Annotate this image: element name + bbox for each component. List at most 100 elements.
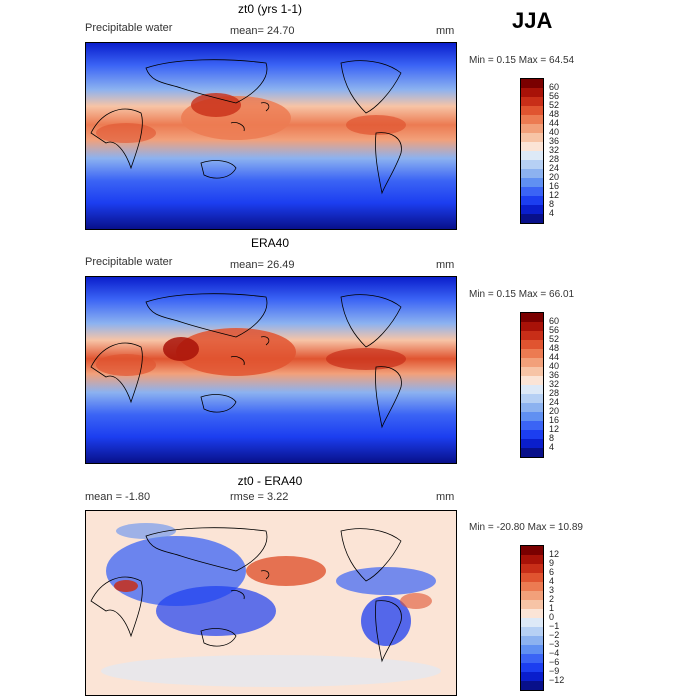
colorbar-swatch xyxy=(521,214,543,223)
colorbar-swatch xyxy=(521,555,543,564)
colorbar-tick: 8 xyxy=(549,199,555,209)
colorbar-swatch xyxy=(521,169,543,178)
colorbar-swatch xyxy=(521,672,543,681)
colorbar-swatch xyxy=(521,340,543,349)
colorbar-tick: 28 xyxy=(549,388,560,398)
colorbar-tick: 60 xyxy=(549,316,560,326)
panel-1-unit: mm xyxy=(436,25,455,37)
panel-2-variable-label: Precipitable water xyxy=(85,256,173,268)
panel-3-title: zt0 - ERA40 xyxy=(237,474,303,488)
panel-1-map xyxy=(85,42,457,230)
colorbar-swatch xyxy=(521,124,543,133)
panel-2-title: ERA40 xyxy=(250,236,290,250)
panel-1-colorbar xyxy=(520,78,544,224)
colorbar-tick: 36 xyxy=(549,370,560,380)
colorbar-swatch xyxy=(521,376,543,385)
panel-3-rmse: rmse = 3.22 xyxy=(230,491,289,503)
colorbar-swatch xyxy=(521,133,543,142)
colorbar-swatch xyxy=(521,205,543,214)
panel-1-title: zt0 (yrs 1-1) xyxy=(237,2,302,16)
colorbar-tick: 56 xyxy=(549,325,560,335)
panel-3-mean: mean = -1.80 xyxy=(85,491,151,503)
colorbar-tick: 52 xyxy=(549,334,560,344)
panel-3-unit: mm xyxy=(436,491,455,503)
colorbar-tick: 0 xyxy=(549,612,555,622)
colorbar-swatch xyxy=(521,151,543,160)
colorbar-swatch xyxy=(521,88,543,97)
panel-1-mean: mean= 24.70 xyxy=(230,25,295,37)
colorbar-swatch xyxy=(521,573,543,582)
colorbar-swatch xyxy=(521,367,543,376)
colorbar-tick: −4 xyxy=(549,648,560,658)
colorbar-swatch xyxy=(521,313,543,322)
colorbar-swatch xyxy=(521,385,543,394)
colorbar-tick: 16 xyxy=(549,181,560,191)
colorbar-tick: 28 xyxy=(549,154,560,164)
colorbar-swatch xyxy=(521,322,543,331)
colorbar-tick: 32 xyxy=(549,379,560,389)
colorbar-swatch xyxy=(521,97,543,106)
panel-2-unit: mm xyxy=(436,259,455,271)
colorbar-tick: 1 xyxy=(549,603,555,613)
colorbar-tick: 12 xyxy=(549,424,560,434)
colorbar-tick: 12 xyxy=(549,549,560,559)
colorbar-swatch xyxy=(521,564,543,573)
colorbar-tick: 40 xyxy=(549,361,560,371)
colorbar-tick: 60 xyxy=(549,82,560,92)
colorbar-tick: 40 xyxy=(549,127,560,137)
colorbar-swatch xyxy=(521,600,543,609)
panel-2-minmax: Min = 0.15 Max = 66.01 xyxy=(469,289,575,300)
colorbar-swatch xyxy=(521,421,543,430)
colorbar-tick: 44 xyxy=(549,352,560,362)
panel-3-minmax: Min = -20.80 Max = 10.89 xyxy=(469,522,583,533)
panel-3-map xyxy=(85,510,457,696)
colorbar-tick: −3 xyxy=(549,639,560,649)
colorbar-tick: −1 xyxy=(549,621,560,631)
colorbar-tick: 56 xyxy=(549,91,560,101)
colorbar-tick: 48 xyxy=(549,343,560,353)
colorbar-swatch xyxy=(521,160,543,169)
colorbar-swatch xyxy=(521,331,543,340)
panel-1-minmax: Min = 0.15 Max = 64.54 xyxy=(469,55,575,66)
colorbar-swatch xyxy=(521,196,543,205)
colorbar-tick: 4 xyxy=(549,576,555,586)
colorbar-tick: −2 xyxy=(549,630,560,640)
colorbar-tick: 36 xyxy=(549,136,560,146)
colorbar-tick: 3 xyxy=(549,585,555,595)
colorbar-swatch xyxy=(521,412,543,421)
colorbar-tick: 20 xyxy=(549,406,560,416)
season-label: JJA xyxy=(512,8,553,33)
colorbar-tick: −9 xyxy=(549,666,560,676)
colorbar-swatch xyxy=(521,654,543,663)
colorbar-tick: 6 xyxy=(549,567,555,577)
colorbar-tick: 12 xyxy=(549,190,560,200)
colorbar-swatch xyxy=(521,142,543,151)
colorbar-tick: 20 xyxy=(549,172,560,182)
colorbar-tick: 24 xyxy=(549,397,560,407)
panel-3-colorbar xyxy=(520,545,544,691)
colorbar-tick: 9 xyxy=(549,558,555,568)
colorbar-swatch xyxy=(521,403,543,412)
colorbar-swatch xyxy=(521,582,543,591)
colorbar-tick: 2 xyxy=(549,594,555,604)
colorbar-swatch xyxy=(521,187,543,196)
colorbar-swatch xyxy=(521,618,543,627)
colorbar-tick: 52 xyxy=(549,100,560,110)
colorbar-swatch xyxy=(521,663,543,672)
colorbar-tick: 32 xyxy=(549,145,560,155)
colorbar-tick: 44 xyxy=(549,118,560,128)
colorbar-swatch xyxy=(521,439,543,448)
colorbar-swatch xyxy=(521,681,543,690)
colorbar-swatch xyxy=(521,106,543,115)
colorbar-tick: 8 xyxy=(549,433,555,443)
colorbar-swatch xyxy=(521,448,543,457)
panel-2-mean: mean= 26.49 xyxy=(230,259,295,271)
colorbar-swatch xyxy=(521,546,543,555)
colorbar-swatch xyxy=(521,178,543,187)
colorbar-swatch xyxy=(521,645,543,654)
colorbar-swatch xyxy=(521,636,543,645)
colorbar-tick: 4 xyxy=(549,208,555,218)
colorbar-swatch xyxy=(521,394,543,403)
colorbar-swatch xyxy=(521,609,543,618)
colorbar-tick: −6 xyxy=(549,657,560,667)
